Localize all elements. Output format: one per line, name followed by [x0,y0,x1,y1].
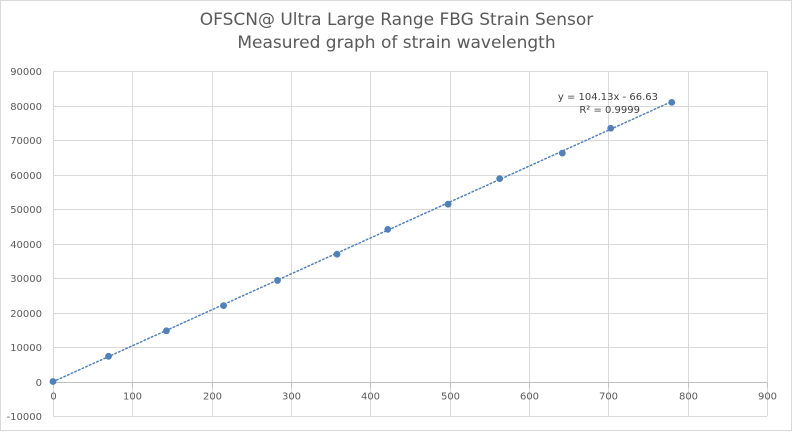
x-tick-label: 500 [441,392,460,403]
trendline-r-squared: R² = 0.9999 [579,105,640,116]
x-tick-label: 900 [758,392,777,403]
data-point [607,124,615,132]
y-tick-label: 20000 [10,309,42,320]
data-point [274,277,281,284]
data-point [558,149,566,157]
gridlines [53,71,768,417]
x-tick-label: 300 [282,392,301,403]
data-points [49,98,676,385]
y-tick-label: 60000 [10,171,42,182]
data-point [163,327,170,335]
chart-title-line-2: Measured graph of strain wavelength [237,33,556,53]
axes [53,382,768,388]
trendline-group [52,100,673,383]
trendline-labels: y = 104.13x - 66.63 R² = 0.9999 [558,92,658,116]
y-tick-label: 50000 [10,205,42,216]
trendline-equation: y = 104.13x - 66.63 [558,92,658,103]
y-tick-label: -10000 [7,412,42,423]
x-tick-label: 100 [123,392,142,403]
x-tick-labels: 0 100 200 300 400 500 600 700 800 900 [50,392,777,403]
x-tick-label: 600 [520,392,539,403]
y-tick-label: 40000 [10,240,42,251]
data-point [49,378,57,385]
y-tick-label: 80000 [10,102,42,113]
y-tick-label: 10000 [10,343,42,354]
data-point [668,98,676,106]
x-tick-label: 800 [679,392,698,403]
data-point [105,352,112,360]
x-tick-label: 0 [50,392,56,403]
data-point [220,302,227,309]
y-tick-labels: -10000 0 10000 20000 30000 40000 50000 60000 700… [7,67,42,423]
y-tick-label: 70000 [10,136,42,147]
data-point [496,175,504,183]
data-point [384,225,392,233]
x-tick-label: 700 [599,392,618,403]
x-tick-label: 200 [203,392,222,403]
y-tick-label: 30000 [10,274,42,285]
y-tick-label: 90000 [10,67,42,78]
chart-title-line-1: OFSCN@ Ultra Large Range FBG Strain Sens… [199,10,594,30]
x-tick-label: 400 [361,392,380,403]
data-point [444,200,452,208]
data-point [333,250,341,258]
trendline [52,100,673,383]
y-tick-label: 0 [36,378,42,389]
